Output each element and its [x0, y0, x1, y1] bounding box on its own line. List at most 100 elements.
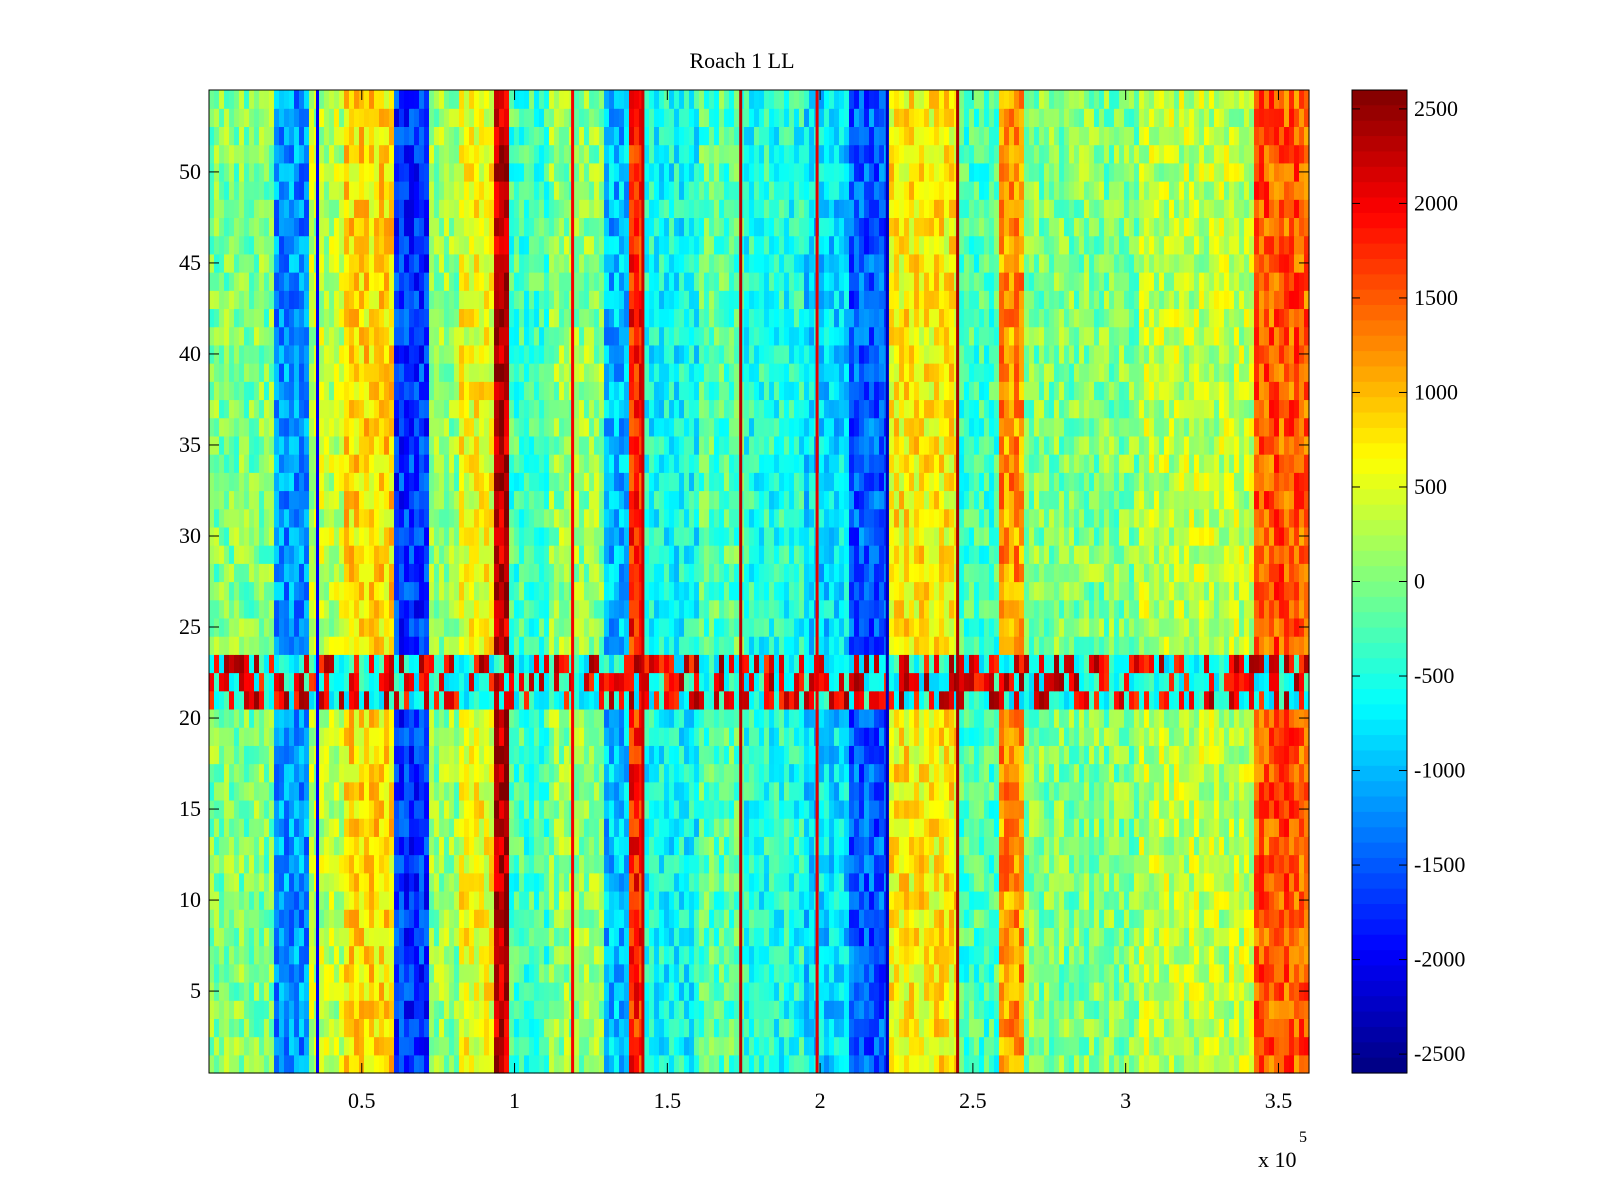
heatmap-cell [484, 708, 490, 728]
heatmap-cell [1049, 1000, 1055, 1019]
heatmap-cell [254, 672, 260, 692]
heatmap-cell [504, 963, 510, 983]
heatmap-cell [514, 1000, 520, 1019]
heatmap-cell [974, 1054, 980, 1074]
heatmap-cell [239, 1018, 245, 1038]
heatmap-cell [1174, 708, 1180, 728]
heatmap-cell [1149, 763, 1155, 783]
heatmap-cell [779, 1036, 785, 1056]
heatmap-cell [1159, 927, 1165, 947]
heatmap-cell [1159, 981, 1165, 1001]
heatmap-cell [759, 1000, 765, 1019]
heatmap-cell [779, 981, 785, 1001]
heatmap-cell [1054, 927, 1060, 947]
heatmap-cell [819, 854, 825, 874]
heatmap-cell [1054, 708, 1060, 728]
heatmap-cell [589, 1000, 595, 1019]
heatmap-cell [689, 763, 695, 783]
heatmap-cell [649, 1054, 655, 1074]
heatmap-cell [434, 745, 440, 765]
heatmap-cell [389, 963, 395, 983]
heatmap-cell [579, 872, 585, 892]
heatmap-cell [249, 872, 255, 892]
heatmap-cell [1264, 1000, 1270, 1019]
heatmap-cell [544, 927, 550, 947]
heatmap-cell [459, 1000, 465, 1019]
heatmap-cell [419, 672, 425, 692]
heatmap-cell [829, 1054, 835, 1074]
heatmap-cell [304, 1054, 310, 1074]
heatmap-cell [409, 1054, 415, 1074]
heatmap-cell [349, 963, 355, 983]
heatmap-cell [989, 690, 995, 710]
heatmap-cell [534, 945, 540, 965]
heatmap-cell [869, 1018, 875, 1038]
heatmap-cell [434, 1036, 440, 1056]
heatmap-cell [999, 1036, 1005, 1056]
heatmap-cell [1014, 1000, 1020, 1019]
heatmap-cell [789, 781, 795, 801]
heatmap-cell [829, 981, 835, 1001]
heatmap-cell [989, 708, 995, 728]
heatmap-cell [474, 981, 480, 1001]
heatmap-cell [969, 890, 975, 910]
heatmap-cell [574, 909, 580, 928]
heatmap-cell [909, 1054, 915, 1074]
heatmap-cell [1244, 927, 1250, 947]
heatmap-cell [1059, 1054, 1065, 1074]
heatmap-cell [1029, 799, 1035, 819]
heatmap-cell [789, 927, 795, 947]
heatmap-cell [679, 836, 685, 856]
heatmap-cell [974, 708, 980, 728]
heatmap-cell [374, 818, 380, 837]
heatmap-cell [589, 672, 595, 692]
heatmap-cell [1004, 781, 1010, 801]
heatmap-cell [699, 945, 705, 965]
heatmap-cell [1189, 799, 1195, 819]
heatmap-cell [1149, 981, 1155, 1001]
heatmap-cell [399, 981, 405, 1001]
heatmap-cell [794, 1054, 800, 1074]
heatmap-cell [764, 708, 770, 728]
heatmap-cell [829, 708, 835, 728]
heatmap-cell [1249, 1018, 1255, 1038]
heatmap-cell [784, 763, 790, 783]
heatmap-cell [794, 963, 800, 983]
heatmap-cell [354, 654, 360, 674]
heatmap-cell [1069, 727, 1075, 746]
heatmap-cell [209, 872, 215, 892]
heatmap-cell [649, 672, 655, 692]
heatmap-cell [419, 945, 425, 965]
heatmap-cell [1164, 763, 1170, 783]
heatmap-cell [624, 708, 630, 728]
heatmap-cell [659, 1000, 665, 1019]
heatmap-cell [1024, 690, 1030, 710]
heatmap-cell [674, 654, 680, 674]
heatmap-cell [309, 1018, 315, 1038]
heatmap-cell [894, 1036, 900, 1056]
heatmap-cell [519, 836, 525, 856]
heatmap-cell [724, 1054, 730, 1074]
heatmap-cell [689, 981, 695, 1001]
heatmap-cell [564, 890, 570, 910]
heatmap-cell [964, 690, 970, 710]
heatmap-cell [1219, 763, 1225, 783]
heatmap-cell [869, 890, 875, 910]
heatmap-cell [974, 872, 980, 892]
heatmap-cell [759, 1018, 765, 1038]
heatmap-cell [949, 945, 955, 965]
heatmap-cell [1204, 945, 1210, 965]
heatmap-cell [664, 963, 670, 983]
heatmap-cell [719, 1000, 725, 1019]
heatmap-cell [859, 745, 865, 765]
heatmap-cell [619, 654, 625, 674]
heatmap-cell [1249, 981, 1255, 1001]
heatmap-cell [454, 836, 460, 856]
heatmap-cell [879, 672, 885, 692]
heatmap-cell [304, 945, 310, 965]
heatmap-cell [1204, 763, 1210, 783]
heatmap-cell [674, 781, 680, 801]
heatmap-cell [974, 945, 980, 965]
heatmap-cell [1254, 690, 1260, 710]
heatmap-cell [674, 1036, 680, 1056]
